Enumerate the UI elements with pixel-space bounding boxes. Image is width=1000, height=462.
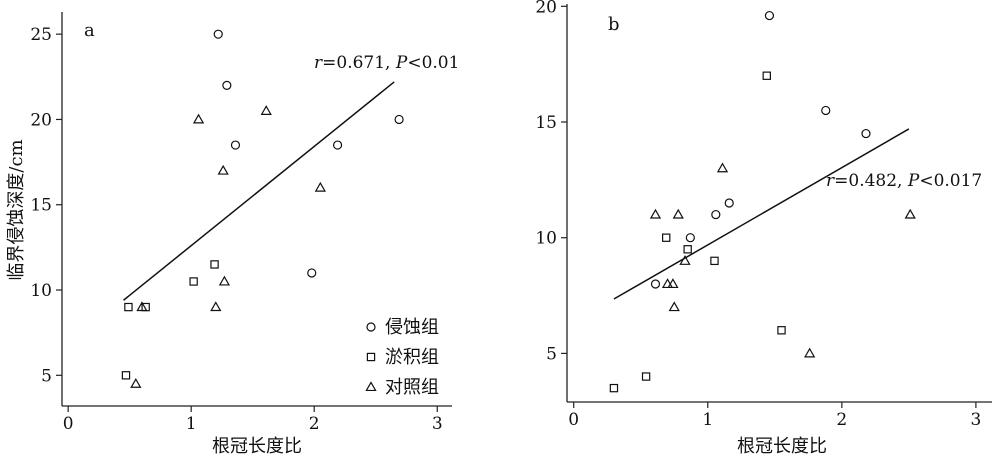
panel-b-point-circle — [861, 128, 871, 139]
panel-b-point-triangle — [668, 301, 680, 312]
panel-b-ticks: 0 1 2 3 5 10 15 20 — [535, 0, 981, 430]
panel-b-y-tick-label: 15 — [535, 113, 557, 133]
panel-a-correlation-annotation: r=0.671, P<0.01 — [314, 53, 459, 73]
panel-a-point-circle — [394, 114, 404, 125]
panel-b-point-square — [662, 233, 671, 242]
panel-a-x-tick-label: 3 — [432, 414, 443, 434]
panel-b-point-circle — [724, 198, 734, 208]
panel-b-axes — [566, 4, 992, 403]
panel-b-point-triangle — [804, 347, 816, 358]
panel-a-point-triangle — [210, 301, 222, 312]
panel-a-point-triangle — [217, 164, 229, 175]
panel-b-y-tick-label: 10 — [535, 229, 557, 249]
panel-a-y-tick-label: 20 — [30, 110, 52, 130]
panel-a-x-axis-title: 根冠长度比 — [212, 436, 302, 457]
panel-b-point-square — [777, 326, 786, 335]
legend-label: 对照组 — [385, 377, 439, 398]
panel-b-point-circle — [685, 233, 695, 243]
panel-b-point-circle — [650, 279, 661, 289]
panel-a: a 临界侵蚀深度/cm 根冠长度比 0 1 2 3 5 10 15 20 25 r=0.671,… — [6, 12, 459, 457]
panel-a-point-square — [210, 260, 219, 269]
panel-a-point-triangle — [136, 301, 148, 312]
panel-b-letter: b — [608, 14, 620, 35]
panel-a-point-circle — [222, 80, 232, 90]
panel-b-point-square — [683, 245, 692, 254]
panel-b-point-circle — [821, 105, 831, 116]
legend-label: 淤积组 — [385, 347, 439, 368]
panel-a-point-circle — [230, 140, 241, 150]
panel-b-point-circle — [711, 209, 721, 220]
panel-a-point-triangle — [192, 113, 205, 124]
panel-b-x-tick-label: 0 — [568, 410, 579, 430]
panel-a-point-circle — [213, 29, 223, 39]
panel-a-ticks: 0 1 2 3 5 10 15 20 25 — [30, 25, 442, 434]
panel-a-axes — [61, 12, 452, 407]
panel-a-point-triangle — [218, 275, 231, 286]
legend-marker-circle — [366, 322, 376, 332]
panel-a-y-tick-label: 10 — [30, 281, 52, 301]
panel-b-point-square — [762, 71, 771, 80]
panel-a-y-tick-label: 5 — [41, 366, 52, 386]
panel-b-point-square — [710, 256, 719, 266]
panel-b-point-square — [609, 383, 619, 393]
panel-a-x-tick-label: 2 — [309, 414, 320, 434]
panel-b-point-triangle — [904, 208, 916, 219]
panel-a-point-circle — [332, 140, 343, 150]
panel-a-point-circle — [307, 268, 317, 278]
panel-b-x-axis-title: 根冠长度比 — [737, 436, 827, 457]
panel-b-y-tick-label: 20 — [535, 0, 557, 17]
panel-a-x-tick-label: 0 — [63, 414, 74, 434]
panel-a-points — [121, 29, 404, 388]
panel-a-x-tick-label: 1 — [186, 414, 197, 434]
panel-b-x-tick-label: 1 — [702, 410, 713, 430]
panel-b-point-square — [641, 372, 651, 381]
legend-marker-square — [366, 352, 376, 362]
legend-marker-triangle — [365, 381, 377, 392]
legend-label: 侵蚀组 — [385, 317, 439, 338]
panel-a-point-square — [124, 302, 133, 312]
panel-a-regression-line — [123, 81, 395, 301]
panel-b-x-tick-label: 3 — [970, 410, 981, 430]
panel-b-point-triangle — [649, 208, 662, 219]
panel-a-point-square — [121, 371, 131, 380]
panel-a-point-triangle — [314, 181, 326, 192]
panel-b-points — [609, 10, 916, 393]
panel-b-y-tick-label: 5 — [546, 344, 557, 364]
panel-b-point-triangle — [667, 278, 679, 289]
panel-a-letter: a — [84, 20, 95, 41]
panel-b-point-triangle — [679, 255, 691, 265]
panel-b-x-tick-label: 2 — [836, 410, 847, 430]
panel-b-point-triangle — [661, 278, 674, 289]
panel-b-point-triangle — [716, 162, 729, 173]
panel-b-point-circle — [764, 10, 775, 21]
panel-a-y-axis-title: 临界侵蚀深度/cm — [6, 139, 27, 280]
panel-a-point-square — [189, 277, 198, 286]
panel-b-regression-line — [613, 128, 910, 300]
panel-a-y-tick-label: 25 — [30, 25, 52, 45]
panel-a-point-triangle — [260, 105, 272, 115]
panel-b: b 根冠长度比 0 1 2 3 5 10 15 20 r=0.482, P<0.017 — [535, 0, 992, 457]
panel-b-correlation-annotation: r=0.482, P<0.017 — [826, 171, 982, 191]
panel-b-point-triangle — [672, 208, 684, 219]
panel-a-point-triangle — [130, 378, 142, 388]
panel-a-y-tick-label: 15 — [30, 196, 52, 216]
